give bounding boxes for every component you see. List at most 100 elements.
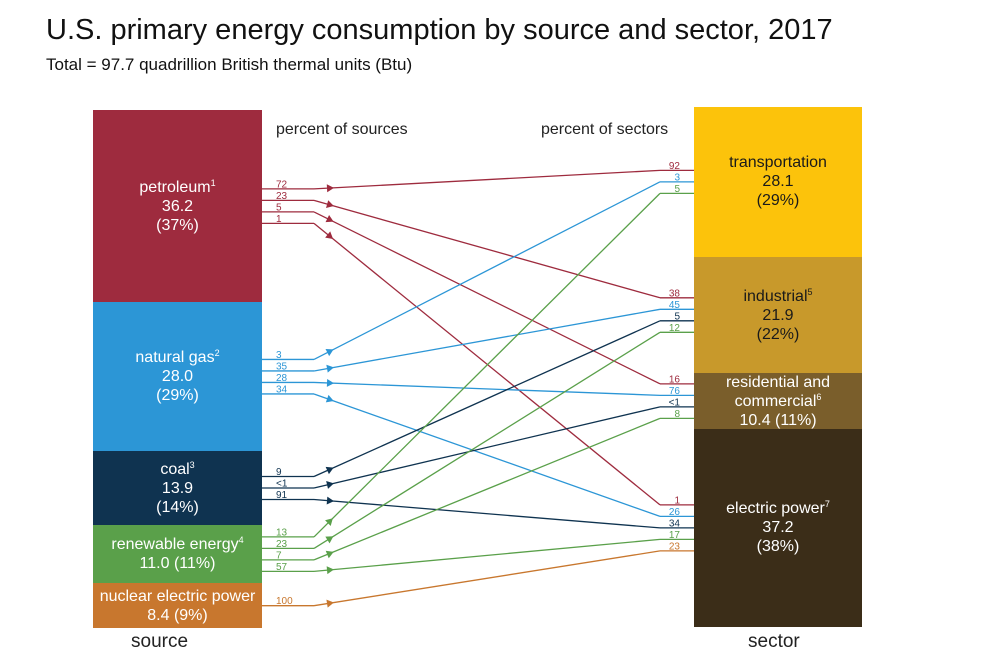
source-label: renewable energy4 [111, 535, 244, 554]
flow-arrow-natural-gas-to-residential [326, 378, 334, 387]
sectors-column-header: percent of sectors [541, 121, 669, 138]
sector-percent-natural-gas-to-electric: 26 [669, 507, 681, 518]
sector-percent-natural-gas-to-residential: 76 [669, 386, 681, 397]
flow-line-petroleum-to-electric [313, 222, 661, 506]
footnote-marker: 5 [807, 286, 813, 297]
sector-percent-petroleum-to-industrial: 38 [669, 288, 681, 299]
flow-line-petroleum-to-industrial [313, 199, 661, 299]
sector-percent-renewable-to-transportation: 5 [674, 184, 680, 195]
footnote-marker: 7 [824, 499, 830, 510]
footnote-marker: 1 [210, 177, 216, 188]
sector-percent-petroleum-to-electric: 1 [674, 495, 680, 506]
source-value: 11.0 (11%) [139, 555, 216, 573]
source-value: 8.4 (9%) [147, 606, 208, 624]
flow-line-petroleum-to-residential [313, 211, 661, 385]
source-percent-coal-to-residential: <1 [276, 479, 288, 490]
chart-subtitle: Total = 97.7 quadrillion British thermal… [46, 55, 413, 74]
sector-axis-label: sector [748, 631, 800, 652]
sector-value: 10.4 (11%) [739, 411, 817, 429]
footnote-marker: 3 [189, 459, 195, 470]
flow-arrow-petroleum-to-transportation [326, 184, 334, 193]
source-percent-natural-gas-to-residential: 28 [276, 373, 288, 384]
source-label: nuclear electric power [99, 587, 256, 605]
source-block-petroleum: petroleum1 36.2 (37%) [93, 110, 262, 303]
flow-line-natural-gas-to-industrial [313, 308, 661, 372]
sector-label: residential and commercial6 [725, 373, 831, 410]
sector-block-industrial: industrial5 21.9 (22%) [694, 256, 862, 374]
source-percent-petroleum-to-electric: 1 [276, 214, 282, 225]
sector-percent-renewable-to-electric: 17 [669, 530, 681, 541]
source-percent: (29%) [156, 387, 199, 405]
source-percent-coal-to-electric: 91 [276, 490, 288, 501]
footnote-marker: 6 [816, 391, 822, 402]
source-percent-petroleum-to-transportation: 72 [276, 179, 288, 190]
flow-line-nuclear-to-electric [313, 550, 661, 607]
flow-line-coal-to-industrial [313, 320, 661, 478]
sector-percent-renewable-to-residential: 8 [674, 409, 680, 420]
source-percent-renewable-to-transportation: 13 [276, 527, 288, 538]
flow-line-renewable-to-electric [313, 538, 661, 573]
source-percent-natural-gas-to-transportation: 3 [276, 350, 282, 361]
flow-line-natural-gas-to-electric [313, 393, 661, 518]
footnote-marker: 2 [214, 348, 220, 359]
source-axis-label: source [131, 631, 189, 652]
sector-percent-petroleum-to-transportation: 92 [669, 161, 681, 172]
sector-value: 37.2 [762, 519, 794, 537]
flow-line-natural-gas-to-residential [313, 381, 661, 396]
source-label: natural gas2 [135, 348, 220, 367]
flow-arrow-renewable-to-electric [326, 566, 334, 575]
source-percent-natural-gas-to-electric: 34 [276, 384, 288, 395]
sector-percent-petroleum-to-residential: 16 [669, 374, 681, 385]
sector-value: 28.1 [762, 173, 794, 191]
sector-label: industrial5 [743, 286, 813, 305]
source-percent-petroleum-to-industrial: 23 [276, 191, 288, 202]
sector-block-transportation: transportation 28.1 (29%) [694, 107, 862, 257]
source-block-natural-gas: natural gas2 28.0 (29%) [93, 302, 262, 452]
source-percent-coal-to-industrial: 9 [276, 467, 282, 478]
sector-percent-coal-to-residential: <1 [669, 397, 681, 408]
flow-arrow-coal-to-residential [326, 481, 334, 489]
flow-arrow-renewable-to-residential [325, 550, 334, 559]
flow-arrow-coal-to-industrial [325, 466, 334, 475]
sector-percent-natural-gas-to-transportation: 3 [674, 172, 680, 183]
flow-arrow-natural-gas-to-electric [325, 394, 334, 403]
flow-line-petroleum-to-transportation [313, 169, 661, 190]
flow-arrow-renewable-to-industrial [325, 536, 334, 544]
source-percent-natural-gas-to-industrial: 35 [276, 361, 288, 372]
sources-column-header: percent of sources [276, 121, 408, 138]
source-value: 28.0 [161, 368, 194, 386]
flow-line-natural-gas-to-transportation [313, 181, 661, 361]
sector-percent-coal-to-electric: 34 [669, 518, 681, 529]
source-percent-renewable-to-industrial: 23 [276, 539, 288, 550]
sector-percent-renewable-to-industrial: 12 [669, 323, 681, 334]
source-block-renewable: renewable energy4 11.0 (11%) [93, 524, 262, 584]
source-percent: (37%) [156, 216, 199, 234]
source-value: 13.9 [161, 479, 194, 497]
source-percent: (14%) [156, 498, 199, 516]
sector-percent: (29%) [756, 192, 800, 210]
source-block-nuclear: nuclear electric power 8.4 (9%) [93, 583, 262, 628]
sector-block-electric: electric power7 37.2 (38%) [694, 428, 862, 627]
sector-percent-coal-to-industrial: 5 [674, 311, 680, 322]
sector-percent-natural-gas-to-industrial: 45 [669, 300, 681, 311]
sector-percent-nuclear-to-electric: 23 [669, 541, 681, 552]
sector-percent: (22%) [756, 325, 800, 343]
flow-arrow-petroleum-to-residential [325, 214, 334, 223]
flow-arrow-nuclear-to-electric [326, 599, 334, 608]
flow-arrow-natural-gas-to-industrial [326, 364, 334, 373]
flow-line-renewable-to-industrial [313, 331, 661, 549]
source-percent-renewable-to-electric: 57 [276, 562, 288, 573]
chart-title: U.S. primary energy consumption by sourc… [46, 14, 833, 46]
source-percent-nuclear-to-electric: 100 [276, 596, 293, 607]
flow-arrow-renewable-to-transportation [325, 518, 333, 526]
flow-arrow-coal-to-electric [326, 496, 334, 505]
source-percent-renewable-to-residential: 7 [276, 550, 282, 561]
sector-value: 21.9 [762, 306, 794, 324]
sector-percent: (38%) [756, 538, 800, 556]
sector-label: electric power7 [726, 499, 830, 518]
flow-arrow-petroleum-to-industrial [326, 200, 334, 208]
source-label: petroleum1 [139, 177, 216, 196]
flow-line-renewable-to-transportation [313, 192, 661, 538]
sector-block-residential: residential and commercial6 10.4 (11%) [694, 373, 862, 429]
